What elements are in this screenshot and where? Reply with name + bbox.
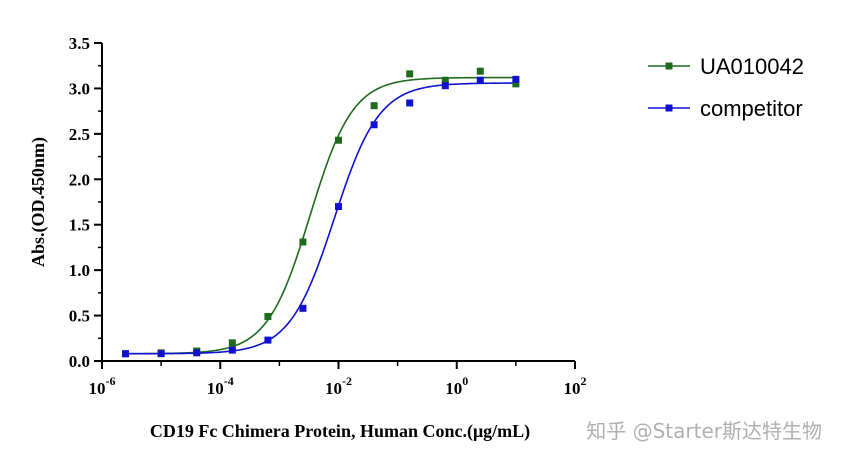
legend: UA010042 competitor — [648, 54, 804, 121]
data-point — [264, 336, 272, 344]
data-point — [228, 339, 236, 347]
data-point — [512, 80, 520, 88]
x-tick-label: 102 — [564, 374, 587, 398]
data-point — [335, 136, 342, 144]
legend-marker — [665, 104, 673, 112]
data-point — [264, 312, 272, 320]
data-point — [406, 70, 414, 78]
data-point — [441, 82, 449, 90]
y-tick-label: 2.5 — [69, 125, 90, 144]
x-tick-label: 10-6 — [89, 374, 116, 398]
x-tick-label: 100 — [445, 374, 468, 398]
axes: 0.0 0.5 1.0 1.5 2.0 2.5 3.0 3.5 10-6 10-4 10-2 100 1… — [69, 34, 587, 398]
data-point — [476, 67, 484, 75]
legend-marker — [665, 62, 673, 70]
data-point — [370, 102, 378, 110]
data-point — [193, 349, 201, 357]
data-point — [512, 75, 520, 83]
fit-curve-1 — [125, 76, 516, 355]
data-point — [299, 238, 307, 246]
data-point — [370, 121, 378, 129]
legend-label: competitor — [700, 96, 803, 121]
y-tick-label: 0.0 — [69, 352, 90, 371]
legend-label: UA010042 — [700, 54, 804, 79]
data-point — [335, 203, 342, 211]
data-point — [441, 76, 449, 84]
data-points — [122, 67, 520, 358]
y-axis-label: Abs.(OD.450nm) — [28, 137, 49, 267]
y-tick-label: 3.5 — [69, 34, 90, 53]
data-point — [228, 346, 236, 354]
data-point — [299, 304, 307, 312]
data-point — [122, 350, 130, 358]
y-tick-label: 0.5 — [69, 307, 90, 326]
fit-curve-2 — [125, 82, 516, 355]
x-tick-label: 10-2 — [325, 374, 352, 398]
x-axis-label: CD19 Fc Chimera Protein, Human Conc.(μg/… — [150, 421, 530, 442]
data-point — [406, 99, 414, 107]
watermark: 知乎 @Starter斯达特生物 — [586, 419, 822, 443]
y-tick-label: 1.5 — [69, 216, 90, 235]
data-point — [476, 76, 484, 84]
data-point — [157, 350, 165, 358]
y-tick-label: 3.0 — [69, 79, 90, 98]
x-tick-label: 10-4 — [207, 374, 234, 398]
y-tick-label: 1.0 — [69, 261, 90, 280]
y-tick-label: 2.0 — [69, 170, 90, 189]
fit-curves — [125, 76, 516, 355]
